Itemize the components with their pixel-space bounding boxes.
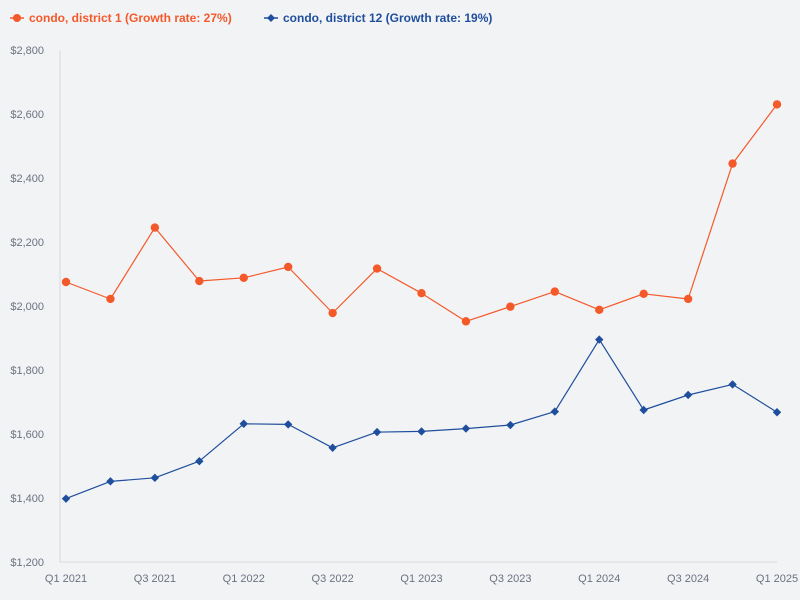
data-point[interactable] <box>595 305 604 315</box>
legend-item[interactable]: condo, district 12 (Growth rate: 19%) <box>264 11 492 25</box>
x-tick-label: Q1 2023 <box>400 573 442 585</box>
data-point[interactable] <box>506 420 515 430</box>
data-point[interactable] <box>61 277 71 287</box>
data-point[interactable] <box>195 457 204 466</box>
data-point[interactable] <box>195 276 204 286</box>
y-tick-label: $2,400 <box>10 173 44 185</box>
x-axis: Q1 2021 Q3 2021 Q1 2022 Q3 2022 Q1 2023 Q3 20… <box>45 561 798 585</box>
y-tick-label: $1,800 <box>10 365 44 377</box>
legend-circle-marker-icon <box>13 14 21 22</box>
x-tick-label: Q3 2023 <box>489 573 531 585</box>
y-tick-label: $2,600 <box>10 109 44 121</box>
data-point[interactable] <box>728 380 737 389</box>
data-point[interactable] <box>106 477 115 486</box>
series-line <box>65 104 778 322</box>
data-point[interactable] <box>372 264 382 273</box>
series-2 <box>61 335 782 503</box>
y-tick-label: $2,800 <box>10 45 44 57</box>
series-1 <box>61 100 782 326</box>
data-point[interactable] <box>150 223 160 232</box>
y-tick-label: $1,600 <box>10 429 44 441</box>
data-point[interactable] <box>506 302 515 311</box>
x-tick-label: Q1 2022 <box>223 573 265 585</box>
data-point[interactable] <box>328 443 337 452</box>
x-tick-label: Q3 2024 <box>667 573 709 585</box>
y-tick-label: $1,400 <box>10 493 44 505</box>
data-point[interactable] <box>283 262 293 272</box>
data-point[interactable] <box>417 289 426 298</box>
x-tick-label: Q1 2025 <box>756 573 798 585</box>
data-point[interactable] <box>150 473 160 483</box>
data-point[interactable] <box>239 273 248 283</box>
x-tick-label: Q1 2024 <box>578 573 620 585</box>
data-point[interactable] <box>328 308 337 318</box>
y-axis: $1,200 $1,400 $1,600 $1,800 $2,000 $2,200 $2,4… <box>10 45 61 569</box>
data-point[interactable] <box>639 405 648 415</box>
data-point[interactable] <box>372 427 382 437</box>
data-point[interactable] <box>639 289 648 299</box>
data-point[interactable] <box>728 159 737 168</box>
series-layer <box>61 100 782 503</box>
data-point[interactable] <box>550 287 560 296</box>
x-tick-label: Q1 2021 <box>45 573 87 585</box>
y-tick-label: $2,200 <box>10 237 44 249</box>
data-point[interactable] <box>595 335 604 344</box>
y-tick-label: $1,200 <box>10 557 44 569</box>
legend: condo, district 1 (Growth rate: 27%) cond… <box>10 11 492 25</box>
data-point[interactable] <box>283 420 293 429</box>
data-point[interactable] <box>772 408 782 417</box>
data-point[interactable] <box>550 407 560 416</box>
x-tick-label: Q3 2022 <box>312 573 354 585</box>
data-point[interactable] <box>772 100 782 109</box>
data-point[interactable] <box>683 390 693 400</box>
data-point[interactable] <box>461 424 471 433</box>
data-point[interactable] <box>417 427 426 436</box>
data-point[interactable] <box>239 419 248 428</box>
data-point[interactable] <box>61 494 71 503</box>
legend-diamond-marker-icon <box>267 14 275 22</box>
data-point[interactable] <box>683 294 693 304</box>
x-tick-label: Q3 2021 <box>134 573 176 585</box>
legend-label: condo, district 12 (Growth rate: 19%) <box>283 11 492 25</box>
data-point[interactable] <box>106 294 115 304</box>
series-line <box>65 339 778 500</box>
legend-item[interactable]: condo, district 1 (Growth rate: 27%) <box>10 11 232 25</box>
legend-label: condo, district 1 (Growth rate: 27%) <box>29 11 232 25</box>
data-point[interactable] <box>461 317 471 326</box>
y-tick-label: $2,000 <box>10 301 44 313</box>
